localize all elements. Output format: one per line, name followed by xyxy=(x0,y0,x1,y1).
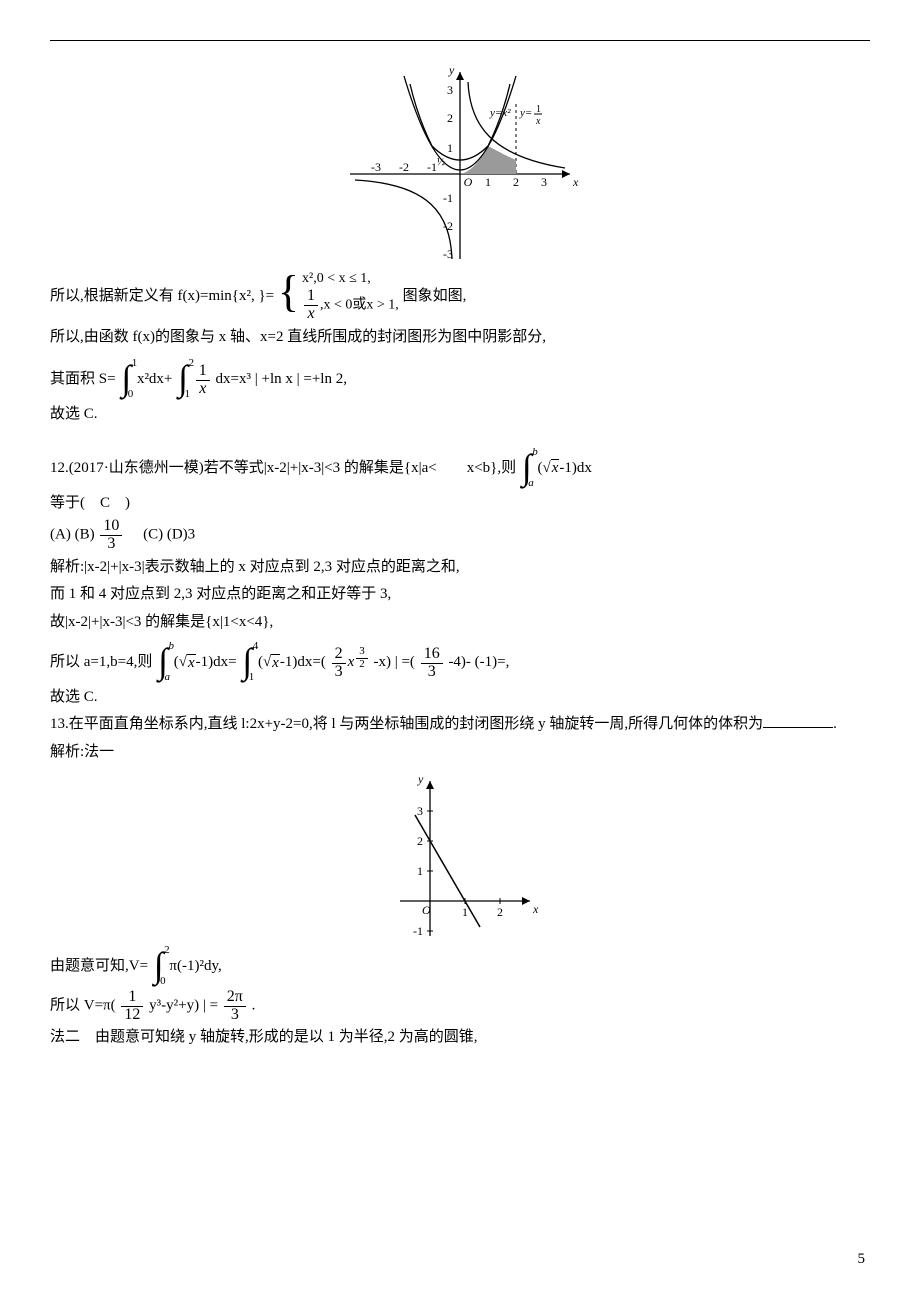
svg-text:y: y xyxy=(448,64,455,77)
sqrt-x-1: √x xyxy=(543,459,560,476)
q12-s1: 解析:|x-2|+|x-3|表示数轴上的 x 对应点到 2,3 对应点的距离之和… xyxy=(50,555,870,581)
svg-text:1: 1 xyxy=(447,141,453,155)
svg-text:2: 2 xyxy=(447,111,453,125)
opt-frac-10-3: 103 xyxy=(100,518,122,553)
svg-text:1: 1 xyxy=(417,864,423,878)
piecewise-suffix: 图象如图, xyxy=(403,288,467,304)
svg-text:-1: -1 xyxy=(427,160,437,174)
q12-res-pre: 所以 a=1,b=4,则 xyxy=(50,655,152,671)
svg-text:2: 2 xyxy=(497,905,503,919)
svg-text:-3: -3 xyxy=(371,160,381,174)
area-line: 其面积 S= 1 ∫ 0 x²dx+ 2 ∫ 1 1x dx=x³ | +ln … xyxy=(50,360,870,400)
p2: 所以,由函数 f(x)的图象与 x 轴、x=2 直线所围成的封闭图形为图中阴影部… xyxy=(50,325,870,351)
svg-text:2: 2 xyxy=(513,175,519,189)
p3: 故选 C. xyxy=(50,402,870,428)
q13-v2-mid: y³-y²+y) | = xyxy=(149,998,218,1014)
area-prefix: 其面积 S= xyxy=(50,371,116,387)
q12-opts-pre: (A) (B) xyxy=(50,527,95,543)
case-1: x²,0 < x ≤ 1, xyxy=(302,270,399,288)
q13-v2: 所以 V=π( 112 y³-y²+y) | = 2π3 . xyxy=(50,989,870,1024)
q12-i2: 4 ∫ 1 xyxy=(242,643,252,683)
piecewise-prefix: 所以,根据新定义有 f(x)=min{x², }= xyxy=(50,288,274,304)
frac-2-3: 23 xyxy=(332,646,346,681)
svg-text:O: O xyxy=(464,175,473,189)
svg-text:x: x xyxy=(535,116,541,127)
svg-text:3: 3 xyxy=(417,804,423,818)
q13-v1: 由题意可知,V= 2 ∫ 0 π(-1)²dy, xyxy=(50,947,870,987)
q13-v1-body: π(-1)²dy, xyxy=(169,959,221,975)
frac-2pi-3: 2π3 xyxy=(224,989,246,1024)
integral-2: 2 ∫ 1 xyxy=(178,360,188,400)
q13-stem-text: 13.在平面直角坐标系内,直线 l:2x+y-2=0,将 l 与两坐标轴围成的封… xyxy=(50,716,763,732)
q12-integral: b ∫ a xyxy=(522,449,532,489)
svg-text:O: O xyxy=(422,903,431,917)
q13-s2: 法二 由题意可知绕 y 轴旋转,形成的是以 1 为半径,2 为高的圆锥, xyxy=(50,1025,870,1051)
svg-text:-1: -1 xyxy=(443,191,453,205)
q13-v1-pre: 由题意可知,V= xyxy=(50,959,148,975)
piecewise-line: 所以,根据新定义有 f(x)=min{x², }= { x²,0 < x ≤ 1… xyxy=(50,270,870,323)
q12-s3: 故|x-2|+|x-3|<3 的解集是{x|1<x<4}, xyxy=(50,610,870,636)
blank-answer xyxy=(763,712,833,728)
svg-text:x: x xyxy=(572,175,579,189)
sqrt-x-2: √x xyxy=(179,654,196,671)
case-2: 1x,x < 0或x > 1, xyxy=(302,288,399,323)
q12-opts-post: (C) (D)3 xyxy=(128,527,195,543)
figure-2: x y O 1 2 1 2 3 -1 xyxy=(380,771,540,941)
q12-result: 所以 a=1,b=4,则 b ∫ a (√x-1)dx= 4 ∫ 1 (√x-1… xyxy=(50,643,870,683)
svg-text:y=x²: y=x² xyxy=(489,107,511,119)
q12-stem-a: 12.(2017·山东德州一模)若不等式|x-2|+|x-3|<3 的解集是{x… xyxy=(50,460,516,476)
frac-3-2: 32 xyxy=(356,646,368,670)
sqrt-x-3: √x xyxy=(263,654,280,671)
top-rule xyxy=(50,40,870,41)
q12-stem-b: 等于( C ) xyxy=(50,491,870,517)
svg-text:-2: -2 xyxy=(443,219,453,233)
q12-s4: 故选 C. xyxy=(50,685,870,711)
q13-s1: 解析:法一 xyxy=(50,740,870,766)
frac-1-12: 112 xyxy=(121,989,143,1024)
area-tail: dx=x³ | +ln x | =+ln 2, xyxy=(216,371,347,387)
int1-body: x²dx+ xyxy=(137,371,172,387)
frac-16-3: 163 xyxy=(421,646,443,681)
piecewise-brace: { x²,0 < x ≤ 1, 1x,x < 0或x > 1, xyxy=(278,270,399,323)
q12-stem: 12.(2017·山东德州一模)若不等式|x-2|+|x-3|<3 的解集是{x… xyxy=(50,449,870,489)
svg-text:1: 1 xyxy=(536,104,541,115)
svg-text:2: 2 xyxy=(417,834,423,848)
q13-v2-tail: . xyxy=(252,998,256,1014)
integral-1: 1 ∫ 0 xyxy=(121,360,131,400)
svg-text:3: 3 xyxy=(447,83,453,97)
q13-int: 2 ∫ 0 xyxy=(154,947,164,987)
svg-text:3: 3 xyxy=(541,175,547,189)
svg-text:y=: y= xyxy=(519,107,532,119)
svg-text:x: x xyxy=(532,902,539,916)
q12-options: (A) (B) 103 (C) (D)3 xyxy=(50,518,870,553)
q13-v2-pre: 所以 V=π( xyxy=(50,998,116,1014)
q12-i1: b ∫ a xyxy=(158,643,168,683)
q12-s2: 而 1 和 4 对应点到 2,3 对应点的距离之和正好等于 3, xyxy=(50,582,870,608)
svg-text:y: y xyxy=(417,772,424,786)
svg-text:-1: -1 xyxy=(413,924,423,938)
figure-1-wrap: x y -3 -2 -1 O 1 2 3 1 2 3 -1 -2 -3 ½ y=… xyxy=(50,64,870,264)
figure-2-wrap: x y O 1 2 1 2 3 -1 xyxy=(50,771,870,941)
svg-text:1: 1 xyxy=(462,905,468,919)
frac-1x: 1x xyxy=(196,363,210,398)
q13-stem: 13.在平面直角坐标系内,直线 l:2x+y-2=0,将 l 与两坐标轴围成的封… xyxy=(50,712,870,738)
figure-1: x y -3 -2 -1 O 1 2 3 1 2 3 -1 -2 -3 ½ y=… xyxy=(340,64,580,264)
svg-text:-2: -2 xyxy=(399,160,409,174)
page-number: 5 xyxy=(858,1247,866,1273)
svg-text:1: 1 xyxy=(485,175,491,189)
